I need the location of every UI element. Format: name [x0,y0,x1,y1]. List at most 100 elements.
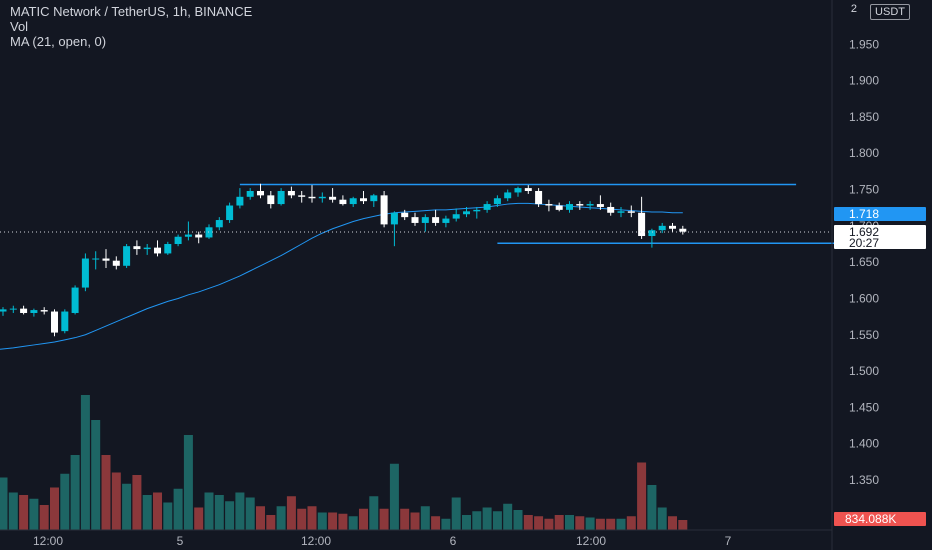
candle-body [380,195,388,225]
volume-bar [297,508,307,530]
candle-body [545,204,553,206]
volume-bar [80,395,90,530]
volume-bar [482,507,492,530]
axis-corner-value: 2 [850,3,857,15]
volume-bar [595,518,605,530]
volume-bar [472,511,482,530]
time-tick-label: 6 [450,534,457,548]
candle-body [40,310,48,312]
candle-body [555,205,563,210]
price-tick-label: 1.900 [849,74,879,88]
candle-body [339,199,347,205]
volume-bar [225,501,235,530]
candle-body [596,204,604,207]
candle-body [586,204,594,206]
time-axis[interactable]: 12:00 5 12:00 6 12:00 7 [33,534,732,548]
volume-bar [111,472,121,530]
candle-body [20,308,28,313]
volume-bar [668,516,677,530]
volume-bar [389,463,399,530]
volume-bar [513,510,523,530]
candle-body [524,188,532,191]
candle-body [360,198,367,202]
volume-bar [122,483,132,530]
time-tick-label: 5 [177,534,184,548]
volume-bar [544,518,554,530]
time-tick-label: 12:00 [301,534,331,548]
candle-body [329,196,337,200]
price-tick-label: 1.350 [849,473,879,487]
time-tick-label: 12:00 [576,534,606,548]
candle-body [452,214,460,219]
volume-bar [50,487,59,530]
countdown-text: 20:27 [849,236,879,250]
volume-bar [0,477,8,530]
price-tick-label: 1.400 [849,437,879,451]
volume-bar [379,508,389,530]
volume-bar [462,515,471,530]
volume-bar [19,495,29,530]
volume-bar [183,435,193,530]
volume-bar [647,485,657,530]
volume-bar [328,512,338,530]
volume-bar [503,503,513,530]
candle-body [401,212,409,218]
volume-bar [70,455,80,530]
volume-bar [606,518,616,530]
volume-bar [194,507,204,530]
volume-bar [678,520,688,530]
volume-bar [657,507,667,530]
volume-bar [153,492,162,530]
candle-body [215,220,223,228]
volume-bar [616,518,626,530]
volume-bar [348,516,358,530]
ma-indicator-label[interactable]: MA (21, open, 0) [10,34,107,49]
price-tick-label: 1.500 [849,364,879,378]
candle-body [298,195,306,197]
currency-selector[interactable]: USDT [870,4,910,20]
candle-body [679,228,687,232]
ma-line [0,202,683,350]
volume-bar [256,506,265,530]
candle-body [648,230,656,237]
horizontal-lines[interactable] [239,183,869,245]
volume-bar [359,508,368,530]
chart-legend: MATIC Network / TetherUS, 1h, BINANCE Vo… [10,4,252,49]
volume-bar [338,513,348,530]
candle-body [164,244,172,254]
ma-price-label: 1.718 [834,207,926,221]
price-tick-label: 1.600 [849,291,879,305]
volume-label-text: 834.088K [845,512,896,526]
candle-body [71,287,79,313]
candle-body [308,196,316,199]
time-tick-label: 12:00 [33,534,63,548]
volume-bar [575,516,585,530]
volume-bar [451,497,461,530]
ma-price-text: 1.718 [849,207,879,221]
volume-bar [266,515,276,530]
candle-body [566,204,573,210]
candle-body [51,311,58,333]
candle-body [493,198,501,205]
volume-bar [585,517,595,530]
price-axis[interactable]: 1.9501.9001.8501.8001.7501.7001.6501.600… [849,37,879,487]
candle-body [61,311,69,332]
volume-indicator-label[interactable]: Vol [10,19,29,34]
volume-bar [400,508,410,530]
candle-body [226,205,234,221]
volume-bar [286,496,296,530]
candle-body [617,211,625,213]
volume-bar [369,496,379,530]
candle-body [236,196,244,206]
candle-body [658,225,666,231]
volume-bars [0,395,688,530]
volume-bar [307,506,317,530]
candle-body [267,195,275,205]
volume-bar [91,420,101,530]
candle-body [576,204,584,206]
symbol-title[interactable]: MATIC Network / TetherUS, 1h, BINANCE [10,4,253,19]
candle-body [504,192,512,199]
candle-body [174,236,182,244]
candles [0,183,687,337]
